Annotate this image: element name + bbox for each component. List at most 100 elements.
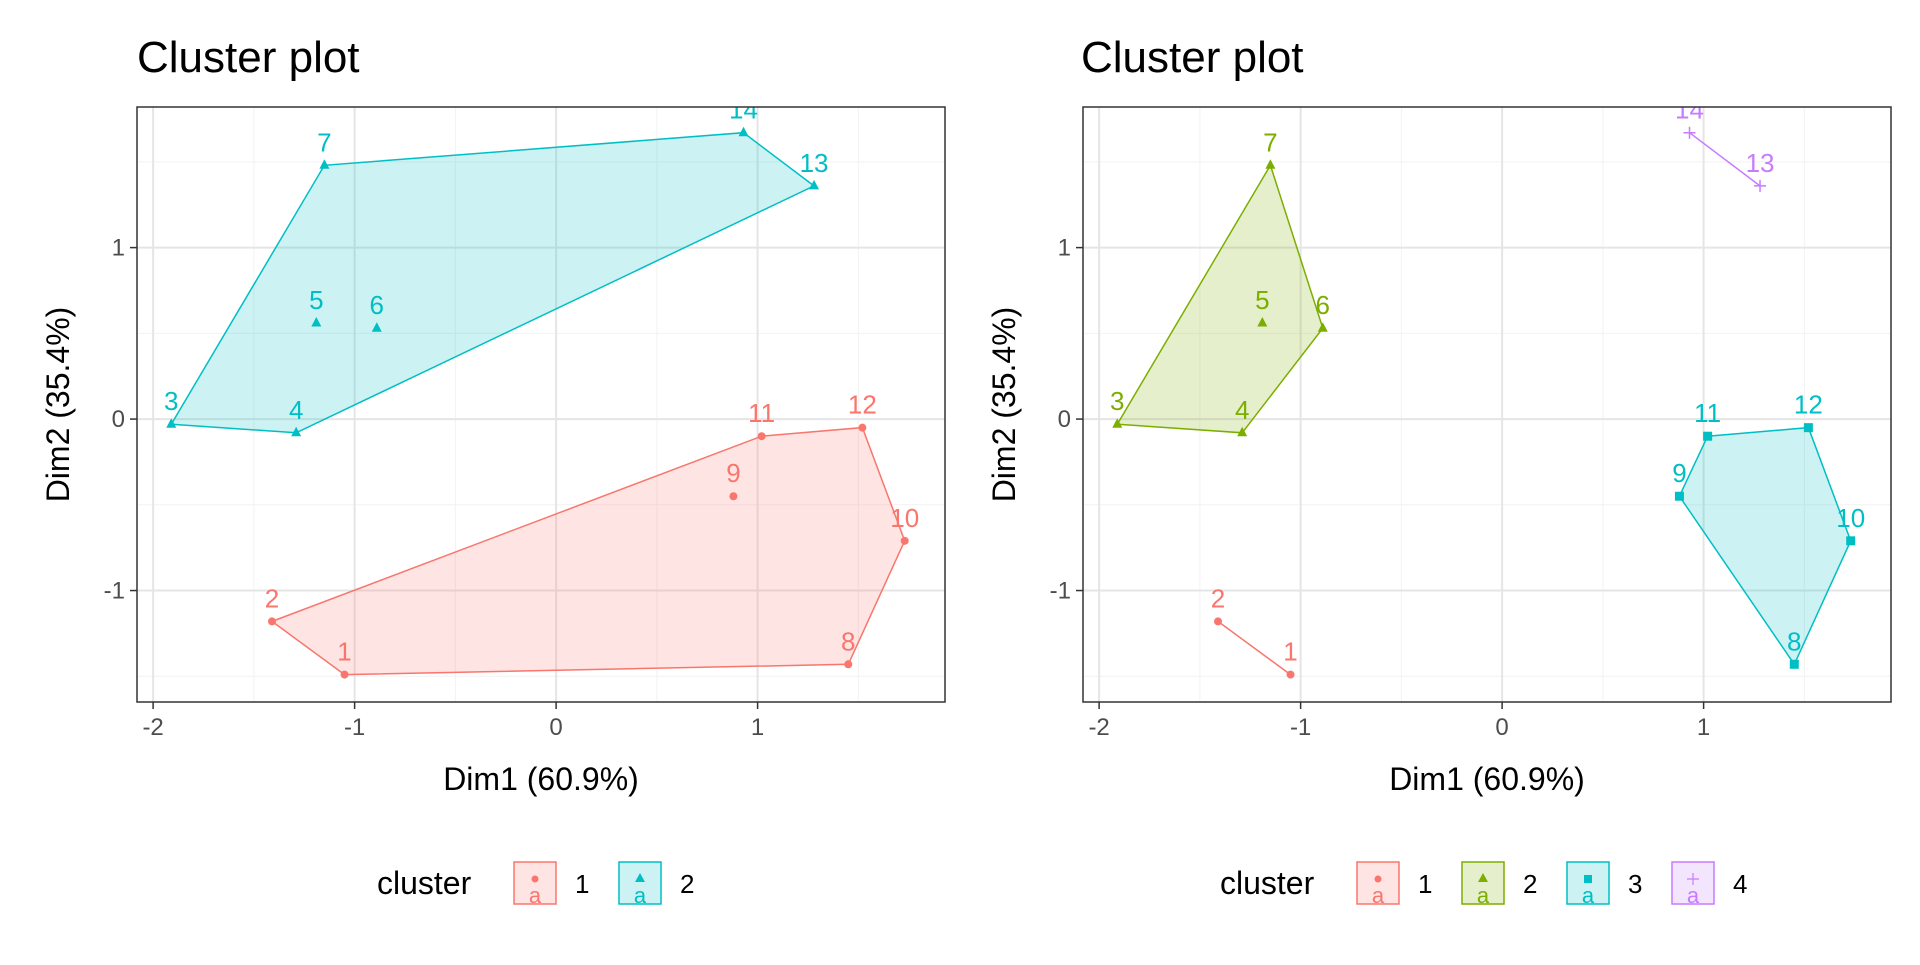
panel-2-point-3 (1112, 418, 1123, 428)
panel-2-legend-label-4: 4 (1733, 869, 1747, 899)
panel-1-plot-background (137, 107, 945, 702)
panel-2-point-label-8: 8 (1787, 626, 1801, 656)
panel-2-point-label-4: 4 (1235, 395, 1249, 425)
panel-1-point-12 (858, 423, 867, 432)
panel-1-y-tick-label-0: -1 (104, 578, 125, 605)
panel-1-point-label-14: 14 (729, 95, 758, 125)
panel-2-legend-marker-4 (1687, 873, 1699, 885)
panel-1-point-3 (166, 418, 177, 428)
panel-2-cluster-3-hull (1678, 426, 1852, 666)
panel-2-point-label-6: 6 (1316, 290, 1330, 320)
panel-1-point-11 (757, 432, 766, 441)
panel-1-point-label-11: 11 (748, 398, 775, 428)
panel-2-x-tick-label-3: 1 (1697, 714, 1710, 741)
panel-2-legend-label-2: 2 (1523, 869, 1537, 899)
panel-2-point-8 (1789, 659, 1799, 669)
panel-1-point-4 (291, 426, 302, 437)
panel-2-point-2 (1214, 617, 1223, 626)
panel-2-x-tick-label-0: -2 (1088, 714, 1109, 741)
panel-2-x-tick-label-2: 0 (1495, 714, 1508, 741)
panel-2-y-tick-label-0: -1 (1050, 578, 1071, 605)
panel-2-point-13 (1754, 179, 1767, 192)
panel-1-cluster-2-hull (170, 131, 816, 434)
panel-2-title: Cluster plot (1081, 33, 1304, 82)
panel-2-legend-marker-3 (1584, 875, 1592, 883)
panel-2-cluster-1-hull (1217, 620, 1291, 676)
panel-2-legend-marker-2 (1478, 873, 1488, 882)
panel-2-legend-text-glyph-1: a (1372, 883, 1385, 908)
panel-1-x-tick-label-3: 1 (751, 714, 764, 741)
panel-2-legend-title: cluster (1220, 865, 1315, 901)
panel-2-plot-border (1082, 106, 1892, 703)
panel-1-x-tick-label-1: -1 (344, 714, 365, 741)
panel-1-point-label-1: 1 (337, 637, 351, 667)
panel-2-legend-text-glyph-2: a (1477, 883, 1490, 908)
panel-1-point-label-8: 8 (841, 626, 855, 656)
panel-2-legend-text-glyph-4: a (1687, 883, 1700, 908)
panel-1-legend-label-2: 2 (680, 869, 694, 899)
panel-2-x-axis-title: Dim1 (60.9%) (1389, 761, 1585, 797)
panel-2-point-9 (1674, 491, 1684, 501)
panel-1-legend-text-glyph-1: a (529, 883, 542, 908)
panel-1-legend-key-1 (513, 861, 557, 905)
panel-2-y-tick-label-2: 1 (1058, 235, 1071, 262)
panel-2-point-label-5: 5 (1255, 285, 1269, 315)
panel-2-point-12 (1803, 423, 1813, 433)
panel-1-plot-border (136, 106, 946, 703)
panel-1-point-14 (738, 126, 749, 137)
panel-1-legend-key-2 (618, 861, 662, 905)
panel-2-point-10 (1846, 536, 1856, 546)
panel-1-title: Cluster plot (137, 33, 360, 82)
panel-1-x-axis-title: Dim1 (60.9%) (443, 761, 639, 797)
panel-1-point-label-13: 13 (800, 148, 829, 178)
panel-2-y-tick-label-1: 0 (1058, 406, 1071, 433)
panel-2-point-label-7: 7 (1263, 127, 1277, 157)
panel-1-legend-marker-2 (635, 873, 645, 882)
panel-1-legend-text-glyph-2: a (634, 883, 647, 908)
panel-1-point-1 (340, 670, 349, 679)
panel-1-point-13 (809, 179, 820, 190)
panel-1-point-5 (311, 317, 322, 327)
panel-1-point-label-9: 9 (726, 458, 740, 488)
panel-2-legend-label-3: 3 (1628, 869, 1642, 899)
panel-2-point-label-3: 3 (1110, 386, 1124, 416)
panel-2-point-label-9: 9 (1672, 458, 1686, 488)
panel-1-point-10 (900, 536, 909, 545)
panel-2-point-14 (1683, 126, 1696, 139)
panel-1-point-6 (371, 322, 382, 332)
panel-1-point-label-3: 3 (164, 386, 178, 416)
panel-2-point-label-12: 12 (1794, 390, 1823, 420)
panel-2-point-label-13: 13 (1746, 148, 1775, 178)
panel-1-legend-marker-1 (531, 875, 539, 883)
panel-1-point-label-10: 10 (890, 503, 919, 533)
panel-2-point-label-11: 11 (1694, 398, 1721, 428)
panel-1-y-axis-title: Dim2 (35.4%) (40, 307, 76, 503)
panel-2-plot-background (1083, 107, 1891, 702)
panel-2-point-label-2: 2 (1211, 583, 1225, 613)
panel-1-x-tick-label-2: 0 (549, 714, 562, 741)
panel-2-legend-text-glyph-3: a (1582, 883, 1595, 908)
panel-1-point-label-4: 4 (289, 395, 303, 425)
panel-2-point-label-14: 14 (1675, 95, 1704, 125)
panel-2-legend-key-2 (1461, 861, 1505, 905)
panel-2-point-label-10: 10 (1836, 503, 1865, 533)
panel-1-point-2 (268, 617, 277, 626)
panel-2-point-4 (1237, 426, 1248, 437)
panel-2-point-label-1: 1 (1283, 637, 1297, 667)
panel-1-point-7 (319, 159, 330, 169)
panel-1-legend-label-1: 1 (575, 869, 589, 899)
panel-1-point-9 (729, 492, 738, 501)
panel-2-point-11 (1703, 431, 1713, 441)
panel-1-point-label-6: 6 (370, 290, 384, 320)
panel-1-point-label-7: 7 (317, 127, 331, 157)
panel-2-y-axis-title: Dim2 (35.4%) (986, 307, 1022, 503)
panel-1-point-label-12: 12 (848, 390, 877, 420)
panel-2-legend-marker-1 (1374, 875, 1382, 883)
panel-2-point-6 (1317, 322, 1328, 332)
panel-1-point-8 (844, 660, 853, 669)
panel-2-cluster-4-hull (1689, 132, 1761, 187)
panel-2-point-7 (1265, 159, 1276, 169)
panel-1-x-tick-label-0: -2 (142, 714, 163, 741)
